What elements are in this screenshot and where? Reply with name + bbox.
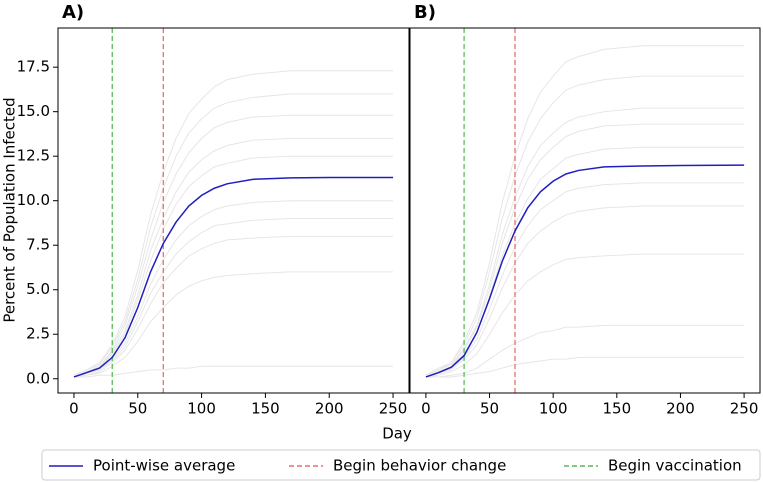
y-axis-label: Percent of Population Infected — [1, 97, 19, 322]
x-tick-label: 0 — [421, 400, 431, 418]
x-tick-label: 50 — [128, 400, 147, 418]
run-line — [73, 137, 394, 378]
legend-label: Begin vaccination — [608, 457, 742, 475]
run-line — [73, 155, 394, 378]
plot-frame — [409, 27, 761, 394]
x-tick-label: 250 — [379, 400, 408, 418]
run-line — [425, 356, 745, 378]
run-line — [425, 253, 745, 378]
y-tick-label: 2.5 — [26, 325, 50, 343]
x-tick-label: 50 — [480, 400, 499, 418]
x-tick-label: 250 — [730, 400, 759, 418]
y-tick-label: 17.5 — [17, 58, 50, 76]
x-axis-label: Day — [382, 425, 412, 443]
plot-frame — [57, 27, 410, 394]
run-line — [425, 107, 745, 376]
run-line — [73, 114, 394, 378]
legend-label: Point-wise average — [93, 457, 235, 475]
legend-box — [41, 449, 761, 481]
average-line — [425, 164, 745, 378]
y-tick-label: 12.5 — [17, 147, 50, 165]
y-tick-label: 15.0 — [17, 102, 50, 120]
run-line — [73, 93, 394, 376]
panel-title: B) — [414, 2, 436, 23]
run-line — [73, 235, 394, 378]
x-tick-label: 150 — [602, 400, 631, 418]
y-tick-label: 10.0 — [17, 191, 50, 209]
y-tick-label: 7.5 — [26, 236, 50, 254]
run-line — [425, 205, 745, 378]
run-line — [73, 271, 394, 378]
x-tick-label: 200 — [666, 400, 695, 418]
legend-label: Begin behavior change — [333, 457, 506, 475]
y-tick-label: 5.0 — [26, 280, 50, 298]
panel-title: A) — [62, 2, 84, 23]
average-line — [73, 176, 394, 378]
x-tick-label: 150 — [251, 400, 280, 418]
run-line — [425, 182, 745, 378]
x-tick-label: 0 — [69, 400, 79, 418]
run-line — [425, 324, 745, 378]
y-tick-label: 0.0 — [26, 369, 50, 387]
run-line — [73, 365, 394, 378]
run-line — [425, 146, 745, 378]
run-line — [425, 75, 745, 376]
x-tick-label: 100 — [187, 400, 216, 418]
run-line — [425, 45, 745, 376]
run-line — [73, 218, 394, 378]
x-tick-label: 100 — [539, 400, 568, 418]
run-line — [73, 70, 394, 376]
run-line — [425, 123, 745, 378]
run-line — [73, 200, 394, 378]
x-tick-label: 200 — [315, 400, 344, 418]
